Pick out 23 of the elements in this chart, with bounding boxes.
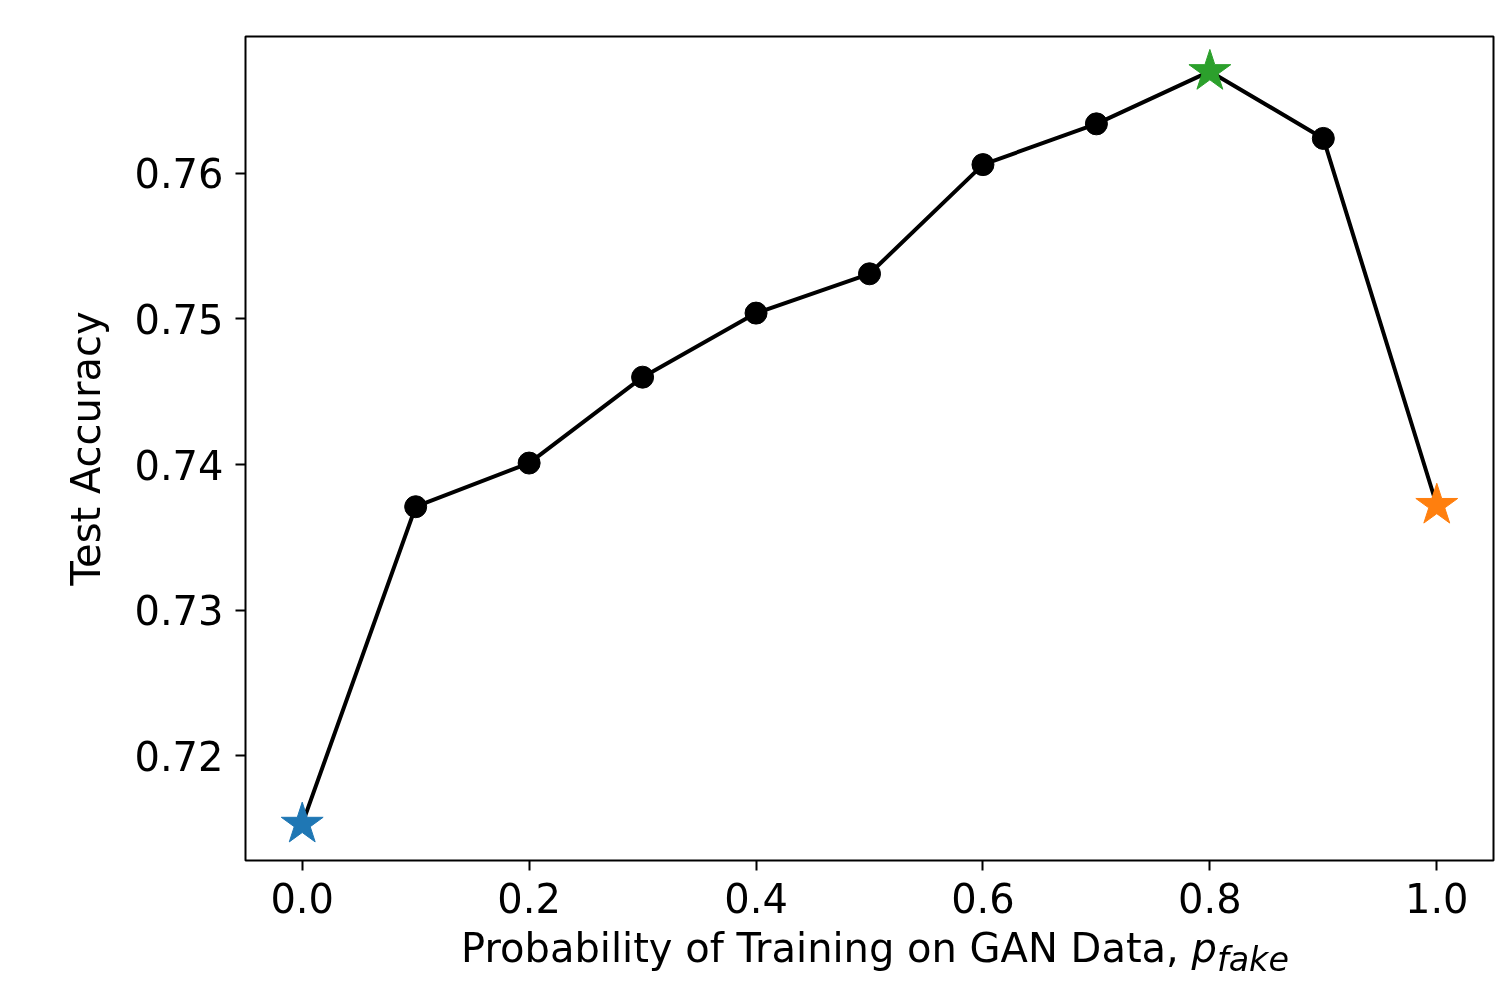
point [744,301,768,325]
y-tick-label: 0.73 [134,588,224,635]
y-axis-title: Test Accuracy [63,311,110,587]
point [631,365,655,389]
x-tick-label: 0.6 [951,875,1015,922]
x-tick-label: 0.0 [270,875,335,922]
y-tick-label: 0.76 [134,151,224,198]
point [1415,482,1459,524]
point [858,262,881,286]
point [1084,112,1108,136]
x-axis-title: Probability of Training on GAN Data, p$_{fake}$ [461,924,1289,981]
x-tick-label: 0.8 [1178,875,1242,922]
x-tick-label: 0.2 [497,875,561,922]
y-tick-label: 0.75 [134,296,224,343]
point [971,153,995,177]
x-tick-label: 1.0 [1404,875,1469,922]
point [1311,126,1335,150]
point [517,451,541,475]
point [280,801,324,843]
point [404,495,428,519]
y-tick-label: 0.72 [134,733,224,780]
y-tick-label: 0.74 [134,442,224,489]
x-tick-label: 0.4 [724,875,788,922]
